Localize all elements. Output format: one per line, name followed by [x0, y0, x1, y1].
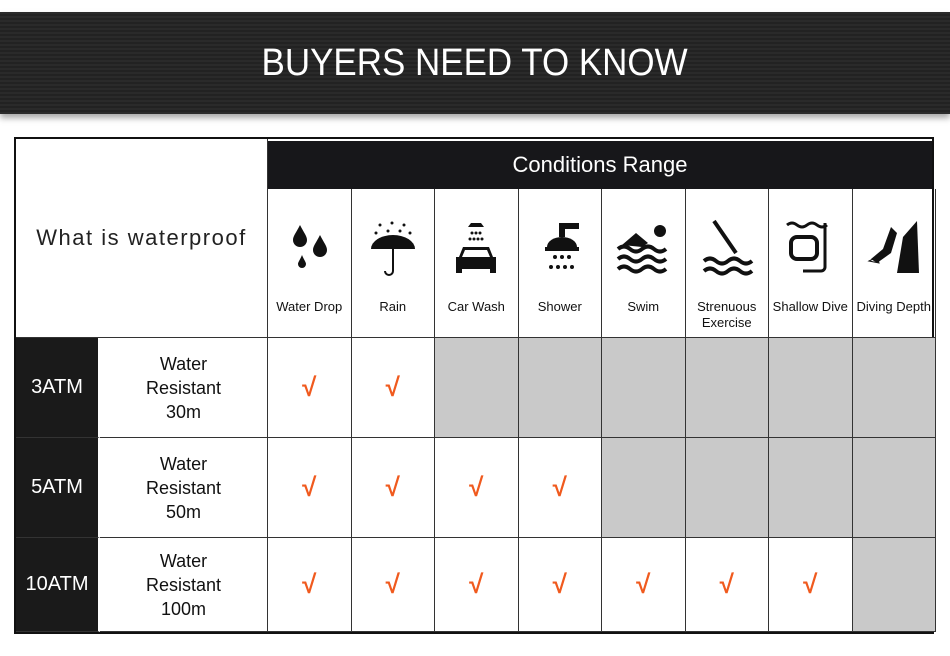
- condition-label: Diving Depth: [856, 299, 931, 314]
- unsupported-cell: [769, 438, 853, 538]
- rating-description: Water Resistant 30m: [100, 338, 268, 438]
- waterproof-table: What is waterproof Conditions Range Wate…: [14, 137, 936, 634]
- condition-column-header: Rain: [351, 189, 435, 338]
- check-mark-icon: √: [636, 569, 651, 599]
- supported-cell: √: [685, 538, 769, 632]
- condition-label: Shower: [537, 299, 582, 314]
- condition-label: Rain: [379, 299, 407, 314]
- unsupported-cell: [685, 438, 769, 538]
- condition-label: Water Drop: [276, 299, 343, 314]
- atm-rating: 3ATM: [16, 338, 100, 438]
- banner: BUYERS NEED TO KNOW: [0, 12, 950, 114]
- unsupported-cell: [769, 338, 853, 438]
- supported-cell: √: [268, 538, 352, 632]
- atm-rating: 10ATM: [16, 538, 100, 632]
- banner-title: BUYERS NEED TO KNOW: [261, 41, 689, 84]
- condition-column-header: Shower: [518, 189, 602, 338]
- condition-label: Strenuous Exercise: [697, 299, 757, 330]
- condition-label: Swim: [627, 299, 660, 314]
- description-text: Water Resistant 100m: [145, 550, 222, 619]
- rating-description: Water Resistant 100m: [100, 538, 268, 632]
- condition-column-header: Strenuous Exercise: [685, 189, 769, 338]
- condition-column-header: Diving Depth: [852, 189, 936, 338]
- water-drop-icon: [293, 225, 328, 268]
- unsupported-cell: [602, 438, 686, 538]
- description-text: Water Resistant 30m: [145, 353, 222, 422]
- atm-rating: 5ATM: [16, 438, 100, 538]
- check-mark-icon: √: [302, 472, 317, 502]
- check-mark-icon: √: [469, 569, 484, 599]
- condition-column-header: Swim: [602, 189, 686, 338]
- car-wash-icon: [456, 223, 497, 273]
- check-mark-icon: √: [385, 372, 400, 402]
- check-mark-icon: √: [385, 569, 400, 599]
- unsupported-cell: [852, 338, 936, 438]
- unsupported-cell: [435, 338, 519, 438]
- check-mark-icon: √: [719, 569, 734, 599]
- shower-icon: [544, 223, 579, 269]
- description-text: Water Resistant 50m: [145, 453, 222, 522]
- condition-label: Car Wash: [447, 299, 505, 314]
- condition-label: Shallow Dive: [772, 299, 848, 314]
- supported-cell: √: [518, 538, 602, 632]
- check-mark-icon: √: [469, 472, 484, 502]
- check-mark-icon: √: [552, 472, 567, 502]
- umbrella-rain-icon: [370, 221, 415, 276]
- condition-column-header: Water Drop: [268, 189, 352, 338]
- supported-cell: √: [351, 538, 435, 632]
- condition-column-header: Car Wash: [435, 189, 519, 338]
- snorkel-mask-icon: [786, 221, 829, 273]
- supported-cell: √: [602, 538, 686, 632]
- supported-cell: √: [351, 338, 435, 438]
- scuba-diver-icon: [867, 221, 919, 273]
- supported-cell: √: [518, 438, 602, 538]
- swimmer-icon: [616, 225, 668, 274]
- check-mark-icon: √: [552, 569, 567, 599]
- unsupported-cell: [852, 438, 936, 538]
- check-mark-icon: √: [803, 569, 818, 599]
- supported-cell: √: [351, 438, 435, 538]
- unsupported-cell: [518, 338, 602, 438]
- supported-cell: √: [268, 338, 352, 438]
- check-mark-icon: √: [302, 569, 317, 599]
- supported-cell: √: [435, 538, 519, 632]
- supported-cell: √: [769, 538, 853, 632]
- supported-cell: √: [435, 438, 519, 538]
- unsupported-cell: [852, 538, 936, 632]
- diver-jump-icon: [702, 219, 754, 276]
- unsupported-cell: [685, 338, 769, 438]
- unsupported-cell: [602, 338, 686, 438]
- corner-label: What is waterproof: [16, 139, 268, 338]
- condition-column-header: Shallow Dive: [769, 189, 853, 338]
- check-mark-icon: √: [302, 372, 317, 402]
- supported-cell: √: [268, 438, 352, 538]
- rating-description: Water Resistant 50m: [100, 438, 268, 538]
- check-mark-icon: √: [385, 472, 400, 502]
- conditions-header: Conditions Range: [268, 141, 932, 189]
